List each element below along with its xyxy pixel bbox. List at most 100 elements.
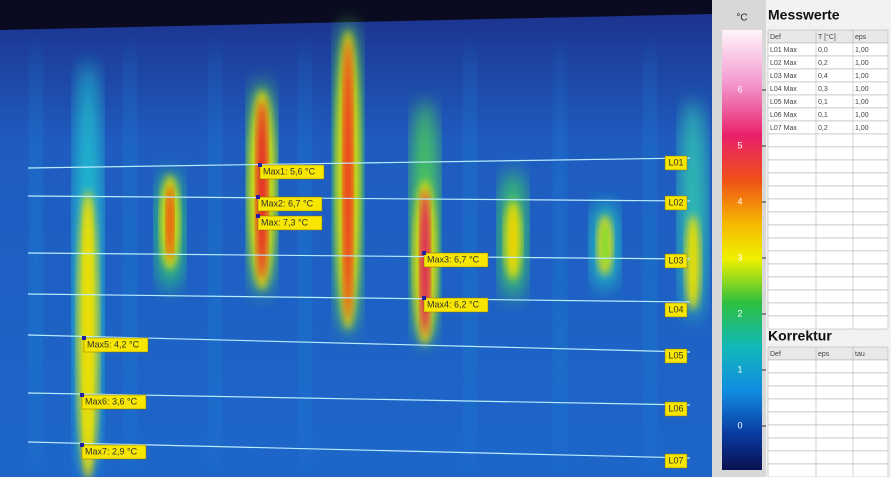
table-header-cell: tau [855,351,865,358]
table-cell: L05 Max [770,99,797,106]
streak-core [83,200,92,470]
scale-tick-label: 3 [737,252,742,262]
max-label: Max7: 2,9 °C [85,446,138,456]
scale-unit: °C [736,13,747,24]
table-cell: 1,00 [855,99,869,106]
table-row [768,290,888,303]
scale-tick-label: 4 [737,196,742,206]
max-marker [82,336,86,340]
table-cell: 1,00 [855,73,869,80]
table-row [768,264,888,277]
streak-core [343,40,354,320]
messwerte-title: Messwerte [768,7,840,23]
max-label: Max3: 6,7 °C [427,254,480,264]
streak-halo [209,40,221,475]
table-cell: 0,2 [818,60,828,67]
table-row [768,277,888,290]
table-row [768,186,888,199]
table-cell: L03 Max [770,73,797,80]
table-cell: 1,00 [855,112,869,119]
table-row [768,160,888,173]
table-row [768,360,888,373]
streak-core [690,225,695,300]
table-cell: 0,3 [818,86,828,93]
table-row [768,251,888,264]
table-cell: L01 Max [770,47,797,54]
table-row [768,373,888,386]
max-marker [80,443,84,447]
streak-halo [644,40,656,475]
table-row [768,316,888,329]
table-cell: L04 Max [770,86,797,93]
screen: L01 L02 L03 L04 L05 L06 L07 Max1: 5,6 °C Max2: 6… [0,0,891,477]
line-label: L06 [668,403,683,413]
table-header-cell: T [°C] [818,33,836,41]
streak-core [166,185,174,260]
line-label: L07 [668,455,683,465]
streak-core [602,225,607,265]
table-row [768,225,888,238]
line-label: L01 [668,157,683,167]
color-bar [722,30,762,470]
scale-tick-label: 5 [737,140,742,150]
streak-halo [124,40,136,475]
table-cell: L02 Max [770,60,797,67]
max-label: Max6: 3,6 °C [85,396,138,406]
table-cell: 1,00 [855,60,869,67]
table-cell: 0,1 [818,112,828,119]
line-label: L03 [668,255,683,265]
max-marker [422,296,426,300]
streak-halo [30,40,42,475]
scale-tick-label: 2 [737,308,742,318]
table-row [768,464,888,477]
line-label: L05 [668,350,683,360]
table-row [768,147,888,160]
streak-core [510,210,517,270]
table-row [768,438,888,451]
table-cell: L06 Max [770,112,797,119]
table-row [768,399,888,412]
table-row [768,425,888,438]
max-marker [422,251,426,255]
max-label: Max1: 5,6 °C [263,166,316,176]
max-marker [80,393,84,397]
page: {"image": { "max_labels": ["Max1: 5,6 °C… [0,0,891,477]
scale-tick-label: 1 [737,364,742,374]
line-label: L02 [668,197,683,207]
max-marker [256,195,260,199]
table-header-cell: eps [818,351,830,358]
table-cell: 0,0 [818,47,828,54]
table-cell: L07 Max [770,125,797,132]
max-label: Max4: 6,2 °C [427,299,480,309]
table-row [768,412,888,425]
scale-tick-label: 0 [737,420,742,430]
streak-halo [299,40,311,475]
scale-tick-label: 6 [737,84,742,94]
table-header-cell: Def [770,34,781,41]
table-row [768,451,888,464]
table-row [768,173,888,186]
table-cell: 1,00 [855,47,869,54]
table-cell: 0,1 [818,99,828,106]
table-cell: 0,2 [818,125,828,132]
max-marker [258,163,262,167]
table-row [768,238,888,251]
table-row [768,386,888,399]
max-label: Max: 7,3 °C [261,217,309,227]
table-cell: 0,4 [818,73,828,80]
max-marker [256,214,260,218]
korrektur-title: Korrektur [768,328,832,344]
streak-core [256,100,268,280]
table-row [768,212,888,225]
tables: Def T [°C] eps L01 Max 0,0 1,00 L02 Max 0,2 1,00… [768,30,888,477]
line-label: L04 [668,304,683,314]
table-cell: 1,00 [855,86,869,93]
max-label: Max2: 6,7 °C [261,198,314,208]
table-header-cell: eps [855,34,867,41]
table-header-cell: Def [770,351,781,358]
body: L01 L02 L03 L04 L05 L06 L07 Max1: 5,6 °C Max2: 6… [0,0,891,477]
table-row [768,134,888,147]
table-row [768,303,888,316]
table-row [768,199,888,212]
table-cell: 1,00 [855,125,869,132]
